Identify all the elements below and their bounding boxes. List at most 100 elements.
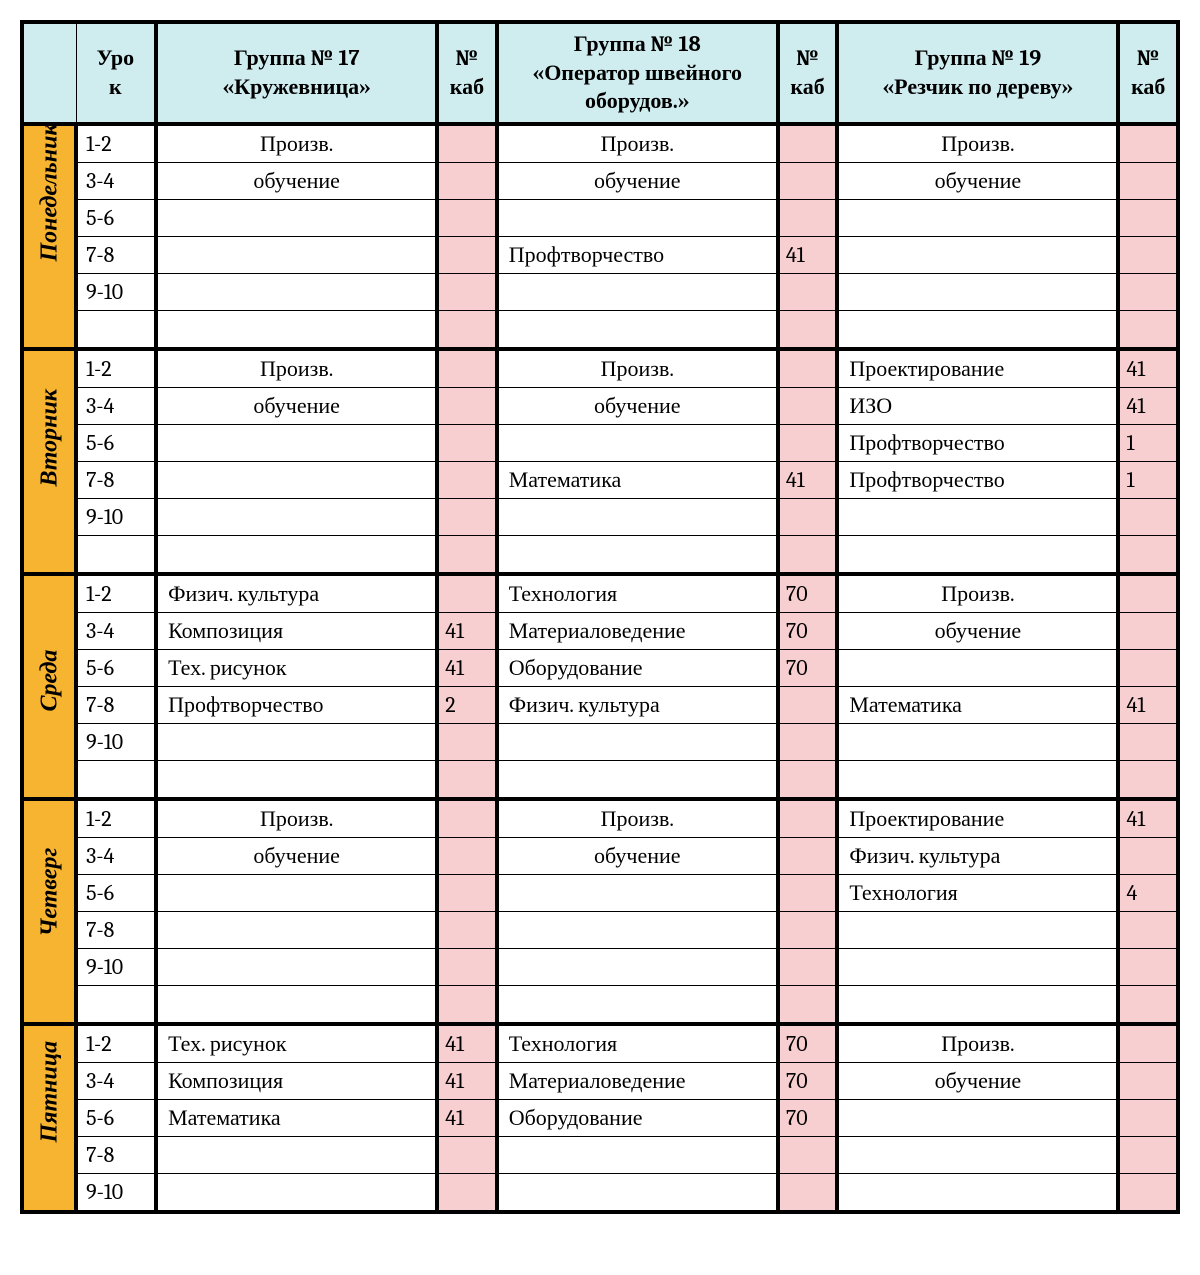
subj-d0-r5-g1 [156, 310, 437, 349]
subj-d4-r3-g1 [156, 1136, 437, 1173]
room-d2-r1-g3 [1118, 612, 1178, 649]
subj-d0-r2-g1 [156, 199, 437, 236]
subj-d2-r0-g2: Технология [497, 574, 778, 613]
subj-d0-r4-g2 [497, 273, 778, 310]
lesson-1-1: 3-4 [76, 387, 156, 424]
subj-d0-r1-g3: обучение [837, 162, 1118, 199]
subj-d4-r1-g2: Материаловедение [497, 1062, 778, 1099]
subj-d3-r1-g1: обучение [156, 837, 437, 874]
subj-d3-r0-g3: Проектирование [837, 799, 1118, 838]
subj-d3-r0-g2: Произв. [497, 799, 778, 838]
room-d0-r5-g1 [437, 310, 496, 349]
room-d0-r0-g1 [437, 124, 496, 163]
lesson-2-0: 1-2 [76, 574, 156, 613]
subj-d3-r0-g1: Произв. [156, 799, 437, 838]
room-d1-r5-g2 [778, 535, 837, 574]
room-d3-r5-g2 [778, 985, 837, 1024]
room-d2-r3-g2 [778, 686, 837, 723]
room-d3-r0-g2 [778, 799, 837, 838]
header-room-2: №каб [778, 22, 837, 124]
room-d2-r5-g2 [778, 760, 837, 799]
subj-d0-r0-g2: Произв. [497, 124, 778, 163]
subj-d0-r1-g2: обучение [497, 162, 778, 199]
room-d1-r0-g3: 41 [1118, 349, 1178, 388]
lesson-2-5 [76, 760, 156, 799]
subj-d3-r3-g3 [837, 911, 1118, 948]
subj-d3-r2-g1 [156, 874, 437, 911]
subj-d2-r5-g1 [156, 760, 437, 799]
room-d1-r2-g2 [778, 424, 837, 461]
header-lesson: Урок [76, 22, 156, 124]
room-d2-r1-g1: 41 [437, 612, 496, 649]
room-d4-r1-g2: 70 [778, 1062, 837, 1099]
header-room-3: №каб [1118, 22, 1178, 124]
subj-d0-r3-g2: Профтворчество [497, 236, 778, 273]
room-d0-r4-g3 [1118, 273, 1178, 310]
room-d1-r3-g3: 1 [1118, 461, 1178, 498]
room-d3-r2-g2 [778, 874, 837, 911]
room-d1-r3-g2: 41 [778, 461, 837, 498]
room-d4-r1-g1: 41 [437, 1062, 496, 1099]
lesson-1-4: 9-10 [76, 498, 156, 535]
room-d3-r3-g1 [437, 911, 496, 948]
lesson-3-4: 9-10 [76, 948, 156, 985]
subj-d3-r4-g2 [497, 948, 778, 985]
subj-d4-r2-g1: Математика [156, 1099, 437, 1136]
subj-d2-r2-g2: Оборудование [497, 649, 778, 686]
subj-d1-r0-g2: Произв. [497, 349, 778, 388]
room-d1-r1-g2 [778, 387, 837, 424]
day-2: Среда [22, 574, 76, 799]
subj-d2-r3-g2: Физич. культура [497, 686, 778, 723]
room-d0-r1-g3 [1118, 162, 1178, 199]
room-d0-r0-g2 [778, 124, 837, 163]
subj-d2-r1-g3: обучение [837, 612, 1118, 649]
lesson-1-5 [76, 535, 156, 574]
lesson-3-0: 1-2 [76, 799, 156, 838]
subj-d1-r5-g2 [497, 535, 778, 574]
lesson-2-4: 9-10 [76, 723, 156, 760]
lesson-1-2: 5-6 [76, 424, 156, 461]
room-d1-r4-g2 [778, 498, 837, 535]
lesson-4-4: 9-10 [76, 1173, 156, 1212]
lesson-1-0: 1-2 [76, 349, 156, 388]
subj-d3-r5-g2 [497, 985, 778, 1024]
subj-d4-r4-g2 [497, 1173, 778, 1212]
room-d1-r4-g3 [1118, 498, 1178, 535]
lesson-4-1: 3-4 [76, 1062, 156, 1099]
header-blank [22, 22, 76, 124]
room-d1-r4-g1 [437, 498, 496, 535]
room-d4-r2-g1: 41 [437, 1099, 496, 1136]
room-d4-r2-g2: 70 [778, 1099, 837, 1136]
room-d2-r3-g1: 2 [437, 686, 496, 723]
lesson-3-3: 7-8 [76, 911, 156, 948]
room-d1-r5-g1 [437, 535, 496, 574]
subj-d1-r4-g2 [497, 498, 778, 535]
room-d4-r0-g2: 70 [778, 1024, 837, 1063]
room-d3-r1-g3 [1118, 837, 1178, 874]
subj-d2-r5-g3 [837, 760, 1118, 799]
room-d0-r3-g1 [437, 236, 496, 273]
room-d2-r0-g2: 70 [778, 574, 837, 613]
subj-d3-r3-g1 [156, 911, 437, 948]
room-d1-r0-g2 [778, 349, 837, 388]
room-d0-r4-g2 [778, 273, 837, 310]
subj-d0-r3-g1 [156, 236, 437, 273]
subj-d0-r2-g2 [497, 199, 778, 236]
subj-d1-r1-g3: ИЗО [837, 387, 1118, 424]
lesson-0-0: 1-2 [76, 124, 156, 163]
room-d3-r3-g3 [1118, 911, 1178, 948]
subj-d1-r1-g2: обучение [497, 387, 778, 424]
room-d4-r4-g3 [1118, 1173, 1178, 1212]
room-d3-r0-g1 [437, 799, 496, 838]
room-d2-r1-g2: 70 [778, 612, 837, 649]
subj-d1-r3-g3: Профтворчество [837, 461, 1118, 498]
room-d1-r5-g3 [1118, 535, 1178, 574]
subj-d3-r1-g3: Физич. культура [837, 837, 1118, 874]
room-d0-r1-g2 [778, 162, 837, 199]
day-3: Четверг [22, 799, 76, 1024]
lesson-1-3: 7-8 [76, 461, 156, 498]
subj-d3-r1-g2: обучение [497, 837, 778, 874]
subj-d0-r5-g3 [837, 310, 1118, 349]
subj-d3-r2-g2 [497, 874, 778, 911]
room-d1-r1-g1 [437, 387, 496, 424]
